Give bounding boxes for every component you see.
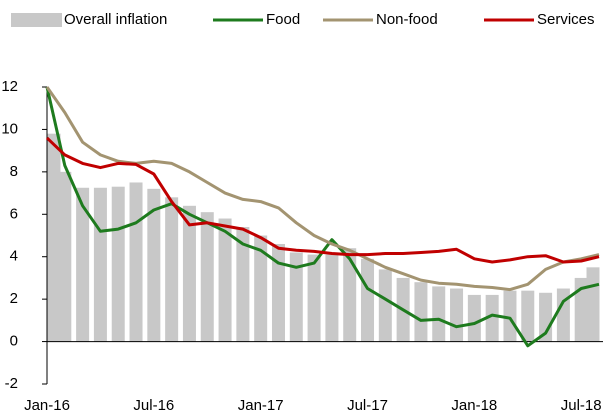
bar [182,205,196,342]
legend-label: Services [537,11,595,28]
bar [574,277,588,342]
legend-label: Overall inflation [64,11,167,28]
bar [129,182,143,342]
legend-swatch [11,13,62,27]
x-tick-label: Jul-18 [561,397,602,414]
bar [586,267,600,342]
y-tick-label: -2 [5,375,18,392]
y-tick-label: 0 [10,333,18,350]
bar [414,282,428,342]
bar [147,188,161,342]
bar [378,269,392,342]
bar [361,258,375,342]
bar [200,212,214,342]
bar [450,288,464,342]
legend-label: Food [266,11,300,28]
x-tick-label: Jan-18 [451,397,497,414]
bar [76,187,90,342]
x-tick-label: Jul-17 [347,397,388,414]
x-tick-label: Jan-16 [24,397,70,414]
line [45,86,600,292]
bar [218,218,232,342]
y-tick-label: 2 [10,290,18,307]
bar [343,248,357,342]
bar [289,252,303,342]
bar [93,187,107,342]
line [45,136,600,264]
x-tick-label: Jan-17 [238,397,284,414]
bar [485,294,499,342]
bar [58,171,72,342]
bar [556,288,570,342]
bar [271,243,285,342]
bar [521,290,535,342]
bar [254,235,268,342]
bar [325,254,339,342]
legend-label: Non-food [376,11,438,28]
bar [432,286,446,342]
x-tick-label: Jul-16 [133,397,174,414]
y-tick-label: 6 [10,205,18,222]
bar [165,197,179,342]
bar [503,290,517,342]
bar [467,294,481,342]
bar [307,254,321,342]
bar [47,133,61,342]
y-tick-label: 4 [10,248,18,265]
bar [236,227,250,342]
bar [111,186,125,342]
y-tick-label: 12 [1,78,18,95]
y-tick-label: 10 [1,120,18,137]
y-tick-label: 8 [10,163,18,180]
